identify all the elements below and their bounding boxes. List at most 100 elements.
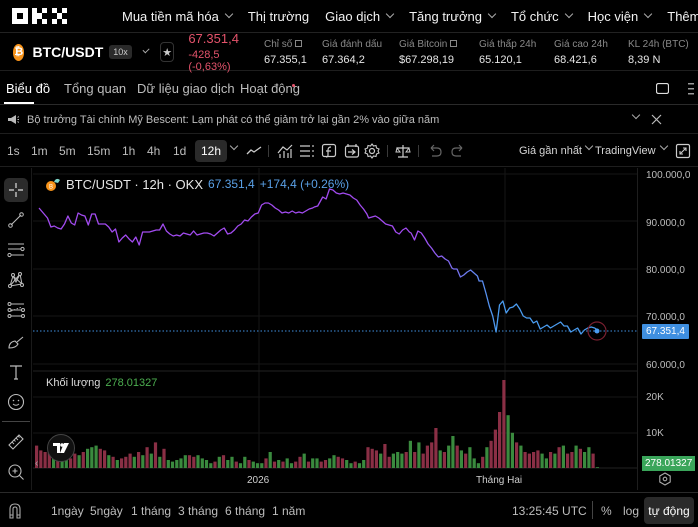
range-button[interactable]: 6 tháng bbox=[225, 504, 266, 518]
timeframe-1s[interactable]: 1s bbox=[7, 144, 20, 158]
nav-item-label: Thêm bbox=[667, 8, 698, 24]
chart-type-select[interactable]: TradingView bbox=[595, 145, 656, 157]
timeframe-1m[interactable]: 1m bbox=[31, 144, 48, 158]
chevron-down-icon[interactable] bbox=[659, 141, 669, 151]
ticker-stat[interactable]: Chỉ số 67.355,1 bbox=[264, 39, 322, 66]
fullscreen-icon[interactable] bbox=[675, 143, 691, 159]
favorite-button[interactable]: ★ bbox=[160, 42, 175, 62]
drawing-toolbar bbox=[0, 168, 32, 490]
nav-item-label: Mua tiền mã hóa bbox=[122, 8, 219, 24]
nav-item[interactable]: Thêm bbox=[659, 9, 698, 24]
external-link-icon[interactable] bbox=[295, 39, 303, 47]
nav-item-label: Tổ chức bbox=[510, 8, 559, 24]
crosshair-icon bbox=[9, 183, 23, 197]
log-scale-button[interactable]: log bbox=[623, 504, 640, 518]
text-tool[interactable] bbox=[4, 360, 28, 384]
timeframe-1h[interactable]: 1h bbox=[122, 144, 136, 158]
news-text[interactable]: Bộ trưởng Tài chính Mỹ Bescent: Lạm phát… bbox=[27, 113, 440, 126]
redo-icon[interactable] bbox=[450, 143, 466, 159]
range-button[interactable]: 1 tháng bbox=[131, 504, 172, 518]
range-button[interactable]: 3 tháng bbox=[178, 504, 219, 518]
undo-icon[interactable] bbox=[427, 143, 443, 159]
star-icon: ★ bbox=[162, 46, 173, 59]
okx-logo[interactable] bbox=[12, 8, 78, 24]
tab-trading-data[interactable]: Dữ liệu giao dịch bbox=[137, 81, 235, 96]
parallel-lines-icon bbox=[7, 243, 25, 258]
news-banner[interactable]: Bộ trưởng Tài chính Mỹ Bescent: Lạm phát… bbox=[0, 106, 698, 134]
fibonacci-tool[interactable] bbox=[4, 298, 28, 322]
tab-overview[interactable]: Tổng quan bbox=[64, 81, 127, 96]
replay-icon[interactable] bbox=[344, 143, 360, 159]
range-button[interactable]: 1 năm bbox=[272, 504, 306, 518]
stat-label: Giá cao 24h bbox=[554, 38, 608, 50]
ticker-stat: Giá đánh dấu 67.364,2 bbox=[322, 39, 399, 66]
bitcoin-icon: ₿ bbox=[13, 43, 25, 61]
timeframe-12h[interactable]: 12h bbox=[195, 140, 228, 162]
axis-settings-icon[interactable] bbox=[658, 472, 672, 486]
last-price: 67.351,4 bbox=[188, 31, 239, 46]
zoom-tool[interactable] bbox=[4, 460, 28, 484]
price-axis[interactable]: 100.000,0 90.000,0 80.000,0 70.000,0 67.… bbox=[637, 168, 698, 490]
pattern-tool[interactable] bbox=[4, 268, 28, 292]
timeframe-15m[interactable]: 15m bbox=[87, 144, 111, 158]
magnet-icon[interactable] bbox=[8, 503, 22, 519]
nav-item[interactable]: Học viện bbox=[580, 9, 660, 24]
bottom-bar: 1ngày 5ngày 1 tháng 3 tháng 6 tháng 1 năm 13:… bbox=[0, 492, 698, 527]
emoji-tool[interactable] bbox=[4, 390, 28, 414]
more-menu-icon[interactable] bbox=[688, 82, 694, 96]
range-button[interactable]: 1ngày bbox=[51, 504, 84, 518]
auto-scale-button[interactable]: tự động bbox=[644, 497, 694, 524]
chevron-down-icon[interactable] bbox=[631, 110, 641, 120]
x-label-feb: Tháng Hai bbox=[476, 475, 523, 486]
timeframe-5m[interactable]: 5m bbox=[59, 144, 76, 158]
crosshair-tool[interactable] bbox=[4, 178, 28, 202]
nav-item[interactable]: Giao dịch bbox=[317, 9, 401, 24]
nav-item[interactable]: Thị trường bbox=[240, 9, 317, 24]
smiley-icon bbox=[7, 393, 25, 411]
tab-chart[interactable]: Biểu đồ bbox=[6, 81, 51, 96]
leverage-badge: 10x bbox=[109, 45, 132, 59]
nav-item[interactable]: Tăng trưởng bbox=[401, 9, 503, 24]
function-icon[interactable] bbox=[321, 143, 337, 159]
nav-item[interactable]: Tổ chức bbox=[503, 9, 580, 24]
chevron-down-icon[interactable] bbox=[584, 141, 594, 151]
compare-scale-icon[interactable] bbox=[395, 143, 411, 159]
measure-tool[interactable] bbox=[4, 430, 28, 454]
close-icon[interactable] bbox=[651, 114, 662, 125]
trendline-icon bbox=[8, 212, 24, 228]
volume-y-label: 10K bbox=[646, 428, 664, 439]
settings-gear-icon[interactable] bbox=[364, 143, 380, 159]
chart-canvas[interactable]: B BTC/USDT · 12h · OKX 67.351,4 +174,4 (… bbox=[33, 168, 637, 490]
toolbar-divider bbox=[387, 145, 388, 157]
ticker-stat: KL 24h (BTC) 8,39 N bbox=[628, 39, 698, 66]
scroll-left-icon[interactable]: ‹ bbox=[35, 458, 39, 469]
indicator-list-icon[interactable] bbox=[299, 143, 315, 159]
stat-label: Giá đánh dấu bbox=[322, 38, 383, 50]
tab-activity[interactable]: Hoạt động bbox=[240, 81, 300, 96]
timeframe-chevron-icon[interactable] bbox=[229, 141, 239, 151]
external-link-icon[interactable] bbox=[450, 39, 458, 47]
timeframe-1d[interactable]: 1d bbox=[173, 144, 187, 158]
horizontal-lines-tool[interactable] bbox=[4, 238, 28, 262]
window-icon[interactable] bbox=[656, 83, 669, 94]
ticker-stat[interactable]: Giá Bitcoin $67.298,19 bbox=[399, 39, 479, 66]
nav-item[interactable]: Mua tiền mã hóa bbox=[114, 9, 240, 24]
percent-scale-button[interactable]: % bbox=[601, 504, 612, 518]
utc-clock[interactable]: 13:25:45 UTC bbox=[512, 504, 587, 518]
top-navigation: Mua tiền mã hóa Thị trường Giao dịch Tăng t… bbox=[0, 0, 698, 33]
pair-name[interactable]: BTC/USDT bbox=[32, 44, 104, 60]
timeframe-4h[interactable]: 4h bbox=[147, 144, 161, 158]
nav-item-label: Học viện bbox=[587, 8, 639, 24]
current-price-tag: 67.351,4 bbox=[642, 324, 689, 339]
y-label: 60.000,0 bbox=[646, 360, 685, 371]
tradingview-badge[interactable] bbox=[47, 434, 75, 462]
price-chart[interactable] bbox=[33, 168, 637, 490]
trendline-tool[interactable] bbox=[4, 208, 28, 232]
brush-tool[interactable] bbox=[4, 330, 28, 354]
price-source-select[interactable]: Giá gần nhất bbox=[519, 145, 582, 157]
notification-dot bbox=[292, 84, 295, 87]
chevron-down-icon[interactable] bbox=[142, 46, 150, 54]
range-button[interactable]: 5ngày bbox=[90, 504, 123, 518]
indicators-icon[interactable] bbox=[277, 143, 293, 159]
line-chart-type-icon[interactable] bbox=[246, 143, 262, 159]
